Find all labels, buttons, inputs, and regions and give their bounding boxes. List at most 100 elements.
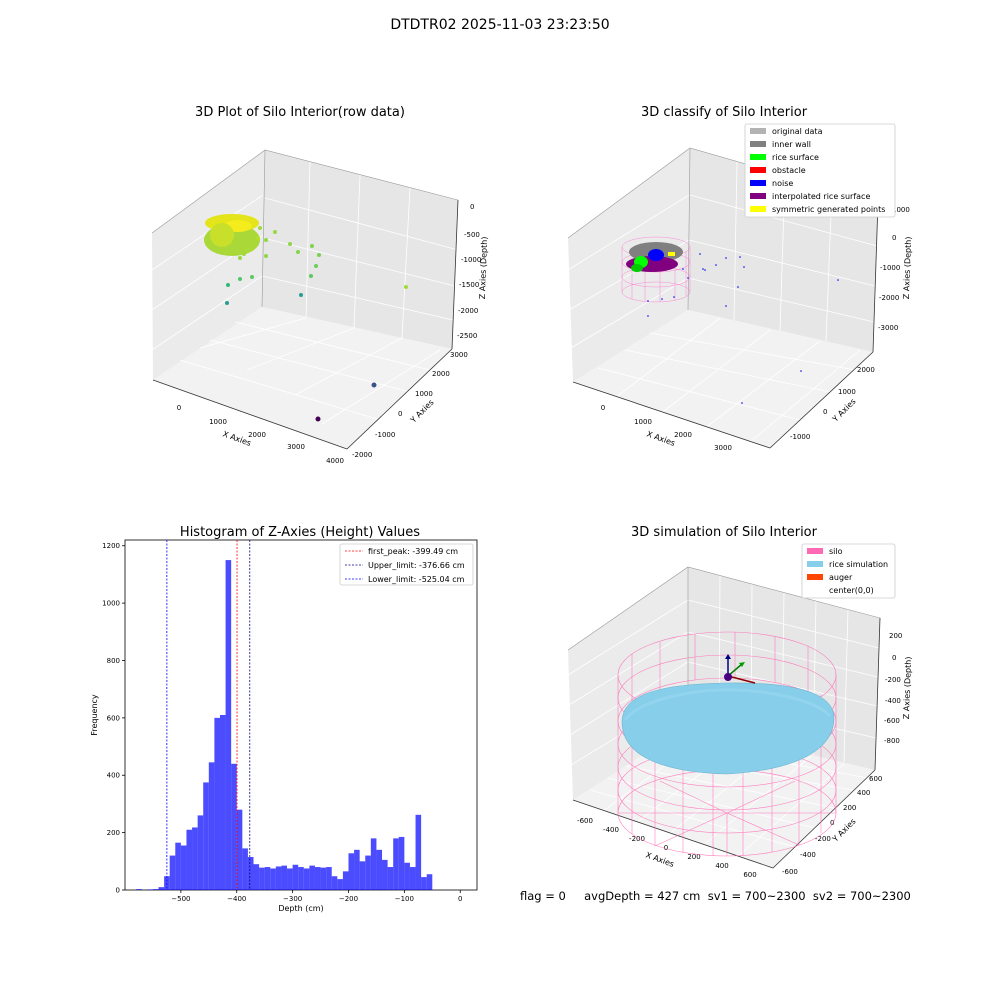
panel3-histogram: −500 −400 −300 −200 −100 0 0 200 400 600 800 1000 1… — [90, 539, 478, 913]
p4-rice-surface — [621, 682, 835, 775]
hist-bar — [426, 874, 433, 890]
p4-legend: silo rice simulation auger center(0,0) — [801, 543, 896, 599]
p2-xtick: 0 — [601, 404, 605, 412]
hist-bar — [136, 889, 142, 890]
p4-ytick: 400 — [857, 789, 870, 797]
hist-bar — [275, 866, 282, 890]
p2-ztick: -2000 — [879, 294, 899, 302]
hist-bar — [421, 877, 427, 890]
p1-ztick: -500 — [464, 231, 480, 239]
hist-bar — [180, 845, 187, 890]
hist-bar — [309, 865, 315, 890]
p4-ytick: 600 — [869, 775, 882, 783]
panel1-title: 3D Plot of Silo Interior(row data) — [195, 105, 405, 120]
p4-xtick: -400 — [603, 826, 619, 834]
hist-ylabel: Frequency — [90, 694, 99, 736]
p1-xtick: 4000 — [326, 457, 344, 465]
p2-xtick: 3000 — [714, 444, 732, 452]
p4-ytick: 0 — [830, 819, 834, 827]
hist-legend-label: first_peak: -399.49 cm — [368, 547, 458, 556]
p4-xtick: -600 — [577, 817, 593, 825]
hist-bar — [393, 838, 399, 890]
figure-title: DTDTR02 2025-11-03 23:23:50 — [390, 17, 610, 33]
hist-bar — [382, 859, 388, 890]
p4-ztick: 0 — [892, 654, 896, 662]
hist-bar — [236, 809, 243, 890]
p1-point-cloud — [204, 214, 260, 256]
p2-classified-points — [626, 242, 683, 272]
panel4-axes3d: -600 -400 -200 0 200 400 600 -600 -400 -… — [567, 543, 913, 879]
hist-ytick-label: 600 — [107, 714, 120, 722]
hist-ytick-label: 0 — [116, 887, 120, 895]
p2-legend-label: interpolated rice surface — [772, 192, 870, 201]
hist-ytick-label: 400 — [107, 772, 120, 780]
hist-ytick-label: 200 — [107, 829, 120, 837]
p4-auger — [724, 654, 756, 684]
p4-zlabel: Z Axies (Depth) — [902, 656, 913, 719]
p2-legend-label: obstacle — [772, 166, 806, 175]
hist-bar — [214, 717, 220, 890]
p1-ztick: -1000 — [461, 256, 481, 264]
p1-scatter-points — [225, 226, 408, 422]
p2-ytick: 2000 — [857, 366, 875, 374]
p2-legend-label: noise — [772, 179, 793, 188]
hist-bars — [136, 560, 433, 890]
hist-bar — [365, 855, 371, 890]
p4-ytick: 200 — [843, 804, 856, 812]
hist-bar — [331, 876, 338, 890]
hist-bar — [231, 763, 237, 890]
hist-bar — [415, 814, 422, 890]
p1-xtick: 0 — [177, 404, 181, 412]
hist-bar — [287, 868, 293, 890]
hist-legend: first_peak: -399.49 cm Upper_limit: -376… — [339, 543, 474, 586]
p4-ytick: -600 — [782, 868, 798, 876]
p2-ytick: 0 — [823, 408, 827, 416]
p2-ytick: -1000 — [790, 433, 810, 441]
hist-xtick-label: −300 — [283, 895, 302, 903]
panel1-axes3d: 0 1000 2000 3000 4000 -2000 -1000 0 1000… — [151, 149, 489, 465]
hist-bar — [337, 879, 343, 890]
p1-ylabel: Y Axies — [408, 398, 436, 426]
p2-ytick: 1000 — [838, 388, 856, 396]
panel3-title: Histogram of Z-Axies (Height) Values — [180, 525, 420, 540]
hist-bar — [225, 560, 232, 890]
hist-bar — [192, 827, 198, 890]
p1-ztick: -2000 — [458, 307, 478, 315]
hist-bar — [253, 864, 260, 890]
hist-xlabel: Depth (cm) — [278, 904, 323, 913]
p1-ztick: -2500 — [457, 332, 477, 340]
p2-xlabel: X Axies — [645, 429, 676, 448]
p1-ytick: 2000 — [432, 370, 450, 378]
p4-ztick: -600 — [884, 717, 900, 725]
hist-bar — [303, 868, 310, 890]
p4-xlabel: X Axies — [644, 850, 675, 869]
hist-bar — [208, 762, 215, 890]
hist-bar — [348, 853, 355, 890]
hist-bar — [281, 865, 288, 890]
hist-xtick-label: −400 — [227, 895, 246, 903]
summary-footer: flag = 0 avgDepth = 427 cm sv1 = 700~230… — [520, 889, 911, 903]
p1-ytick: -2000 — [352, 451, 372, 459]
p1-zlabel: Z Axies (Depth) — [478, 236, 489, 299]
p4-xtick: -200 — [629, 835, 645, 843]
p1-xtick: 2000 — [248, 431, 266, 439]
panel2-axes3d: 0 1000 2000 3000 -1000 0 1000 2000 1000 … — [567, 123, 913, 452]
hist-bar — [152, 889, 159, 890]
hist-xtick-label: −100 — [395, 895, 414, 903]
p4-ytick: -400 — [800, 851, 816, 859]
hist-bar — [359, 861, 366, 890]
hist-bar — [175, 842, 181, 890]
hist-ytick-label: 1200 — [102, 542, 120, 550]
hist-yticks: 0 200 400 600 800 1000 1200 — [102, 542, 125, 895]
p2-ztick: 0 — [892, 234, 896, 242]
p1-ytick: -1000 — [375, 431, 395, 439]
hist-bar — [292, 864, 299, 890]
hist-bar — [264, 867, 271, 890]
hist-legend-label: Upper_limit: -376.66 cm — [368, 561, 465, 570]
hist-bar — [197, 815, 204, 890]
hist-bar — [158, 887, 165, 890]
hist-xtick-label: −200 — [339, 895, 358, 903]
hist-bar — [320, 867, 327, 890]
hist-bar — [376, 849, 383, 890]
